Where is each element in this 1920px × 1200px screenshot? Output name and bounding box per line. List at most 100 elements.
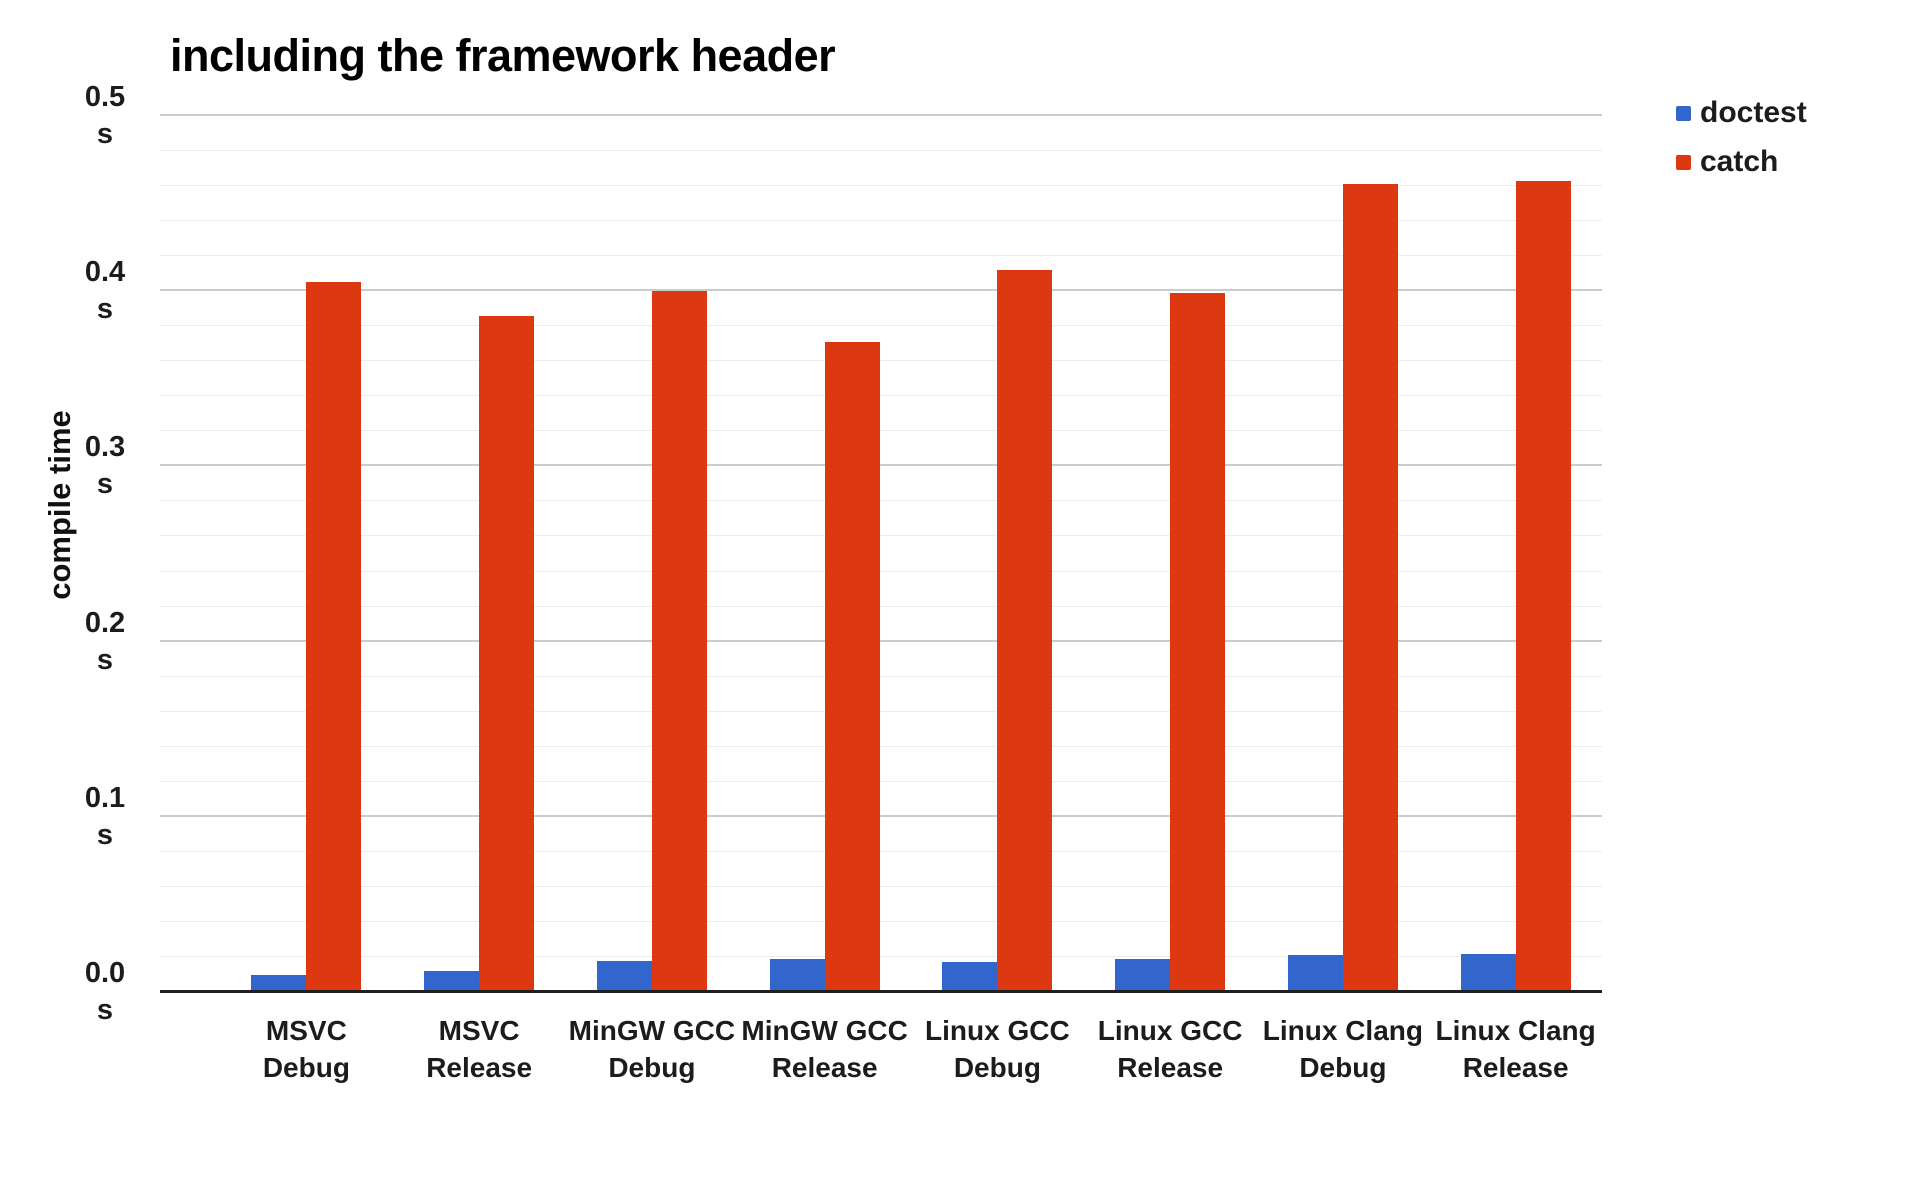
y-tick-value: 0.1	[84, 781, 126, 814]
bar-group	[1084, 116, 1257, 992]
bar-catch-linux-clang-debug	[1342, 184, 1398, 992]
y-tick-label: 0.5 s	[60, 79, 150, 153]
x-category-label-line: Debug	[1299, 1052, 1387, 1083]
x-category-label-line: Release	[1462, 1052, 1569, 1083]
minor-gridline	[160, 955, 1602, 957]
x-category-label-line: Debug	[608, 1052, 696, 1083]
x-category-label-line: Linux GCC	[925, 1015, 1070, 1046]
y-tick-value: 0.3	[84, 431, 126, 464]
bar-doctest-linux-gcc-release	[1115, 958, 1171, 992]
x-category-label-line: Debug	[262, 1052, 350, 1083]
legend-item-doctest: doctest	[1676, 96, 1807, 130]
minor-gridline	[160, 885, 1602, 887]
bar-catch-linux-gcc-release	[1170, 293, 1226, 992]
bar-group	[1429, 116, 1602, 992]
y-tick-value: 0.4	[84, 256, 126, 289]
legend-item-catch: catch	[1676, 145, 1807, 179]
minor-gridline	[160, 745, 1602, 747]
minor-gridline	[160, 570, 1602, 572]
bar-doctest-msvc-debug	[251, 974, 307, 992]
bar-group	[1257, 116, 1430, 992]
x-category-label: MSVC Release	[393, 1012, 566, 1086]
x-category-label-line: Release	[1117, 1052, 1224, 1083]
major-gridline	[160, 289, 1602, 292]
bar-catch-linux-clang-release	[1515, 180, 1571, 992]
bar-catch-msvc-debug	[306, 282, 362, 992]
bar-doctest-linux-clang-debug	[1287, 955, 1343, 992]
bar-doctest-mingw-gcc-debug	[596, 960, 652, 992]
minor-gridline	[160, 850, 1602, 852]
y-tick-unit: s	[96, 643, 114, 676]
bar-group	[393, 116, 566, 992]
major-gridline	[160, 114, 1602, 116]
bar-group	[911, 116, 1084, 992]
bar-doctest-linux-clang-release	[1460, 953, 1516, 992]
legend-swatch-catch-icon	[1676, 154, 1691, 170]
bar-group	[566, 116, 739, 992]
x-category-label-line: Debug	[953, 1052, 1041, 1083]
y-tick-label: 0.1 s	[60, 780, 150, 854]
x-axis-line	[160, 990, 1602, 993]
bar-group	[220, 116, 393, 992]
y-tick-label: 0.4 s	[60, 254, 150, 328]
bar-catch-linux-gcc-debug	[997, 270, 1053, 992]
y-tick-value: 0.5	[84, 81, 126, 113]
bar-doctest-linux-gcc-debug	[942, 962, 998, 992]
x-category-label: Linux GCC Debug	[911, 1012, 1084, 1086]
x-category-label-line: Linux Clang	[1262, 1015, 1423, 1046]
x-category-label: Linux GCC Release	[1084, 1012, 1257, 1086]
minor-gridline	[160, 325, 1602, 327]
minor-gridline	[160, 920, 1602, 922]
y-axis-labels: 0.0 s 0.1 s 0.2 s 0.3 s 0.4 s 0.5 s	[60, 81, 150, 1026]
major-gridline	[160, 464, 1602, 467]
y-tick-unit: s	[96, 468, 114, 501]
y-tick-label: 0.3 s	[60, 429, 150, 503]
x-category-label-line: MSVC	[265, 1015, 347, 1046]
bar-group	[738, 116, 911, 992]
bar-groups	[160, 116, 1602, 992]
minor-gridline	[160, 185, 1602, 187]
chart-title: including the framework header	[170, 30, 836, 81]
y-tick-unit: s	[96, 118, 114, 150]
bar-doctest-msvc-release	[424, 971, 480, 992]
legend-label-doctest: doctest	[1700, 96, 1807, 129]
x-category-label-line: MinGW GCC	[568, 1015, 736, 1046]
minor-gridline	[160, 360, 1602, 362]
minor-gridline	[160, 150, 1602, 152]
minor-gridline	[160, 500, 1602, 502]
bar-catch-msvc-release	[479, 315, 535, 992]
x-category-label: Linux Clang Release	[1429, 1012, 1602, 1086]
y-tick-unit: s	[96, 818, 114, 851]
y-tick-value: 0.2	[84, 606, 126, 639]
x-category-label: MinGW GCC Release	[738, 1012, 911, 1086]
x-category-label: MinGW GCC Debug	[566, 1012, 739, 1086]
plot-area	[160, 114, 1602, 993]
y-tick-label: 0.2 s	[60, 605, 150, 679]
x-category-label-line: Linux Clang	[1435, 1015, 1596, 1046]
minor-gridline	[160, 255, 1602, 257]
legend: doctest catch	[1676, 96, 1807, 194]
minor-gridline	[160, 220, 1602, 222]
minor-gridline	[160, 710, 1602, 712]
major-gridline	[160, 814, 1602, 817]
y-tick-value: 0.0	[84, 957, 126, 989]
x-category-label-line: Release	[771, 1052, 878, 1083]
x-category-label-line: Linux GCC	[1097, 1015, 1243, 1046]
minor-gridline	[160, 430, 1602, 432]
minor-gridline	[160, 535, 1602, 537]
y-tick-unit: s	[96, 293, 114, 326]
minor-gridline	[160, 675, 1602, 677]
x-category-label: Linux Clang Debug	[1257, 1012, 1430, 1086]
x-axis-labels: MSVC Debug MSVC Release MinGW GCC Debug MinGW …	[160, 1012, 1602, 1086]
minor-gridline	[160, 780, 1602, 782]
legend-swatch-doctest-icon	[1676, 105, 1691, 121]
major-gridline	[160, 639, 1602, 642]
x-category-label-line: Release	[426, 1052, 533, 1083]
bar-catch-mingw-gcc-debug	[651, 291, 707, 992]
y-tick-label: 0.0 s	[60, 955, 150, 1029]
y-tick-unit: s	[96, 994, 114, 1026]
bar-catch-mingw-gcc-release	[824, 342, 880, 992]
minor-gridline	[160, 605, 1602, 607]
minor-gridline	[160, 395, 1602, 397]
